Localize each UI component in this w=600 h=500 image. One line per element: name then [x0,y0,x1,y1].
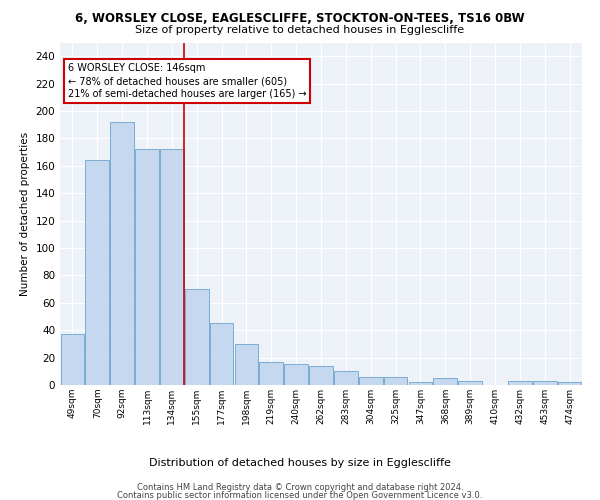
Bar [533,381,557,385]
Bar [309,366,333,385]
Bar [235,344,258,385]
Bar [359,377,383,385]
Bar [384,377,407,385]
Bar [210,324,233,385]
Text: 6, WORSLEY CLOSE, EAGLESCLIFFE, STOCKTON-ON-TEES, TS16 0BW: 6, WORSLEY CLOSE, EAGLESCLIFFE, STOCKTON… [75,12,525,26]
Bar [185,289,209,385]
Text: 6 WORSLEY CLOSE: 146sqm
← 78% of detached houses are smaller (605)
21% of semi-d: 6 WORSLEY CLOSE: 146sqm ← 78% of detache… [68,63,307,100]
Bar [61,334,84,385]
Bar [160,150,184,385]
Bar [409,382,432,385]
Bar [458,381,482,385]
Bar [433,378,457,385]
Text: Contains public sector information licensed under the Open Government Licence v3: Contains public sector information licen… [118,490,482,500]
Text: Contains HM Land Registry data © Crown copyright and database right 2024.: Contains HM Land Registry data © Crown c… [137,483,463,492]
Text: Distribution of detached houses by size in Egglescliffe: Distribution of detached houses by size … [149,458,451,468]
Bar [334,372,358,385]
Bar [558,382,581,385]
Bar [284,364,308,385]
Y-axis label: Number of detached properties: Number of detached properties [20,132,30,296]
Bar [259,362,283,385]
Text: Size of property relative to detached houses in Egglescliffe: Size of property relative to detached ho… [136,25,464,35]
Bar [508,381,532,385]
Bar [135,150,159,385]
Bar [110,122,134,385]
Bar [85,160,109,385]
